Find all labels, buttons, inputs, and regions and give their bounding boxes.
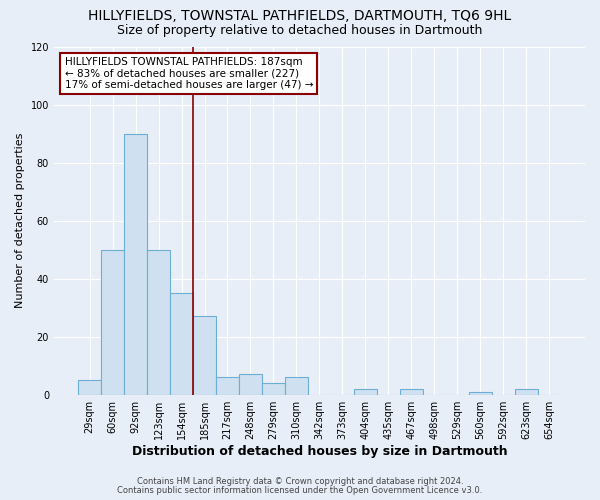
Y-axis label: Number of detached properties: Number of detached properties bbox=[15, 133, 25, 308]
Bar bbox=[193, 316, 216, 394]
Bar bbox=[354, 389, 377, 394]
Bar bbox=[262, 383, 285, 394]
Text: Contains public sector information licensed under the Open Government Licence v3: Contains public sector information licen… bbox=[118, 486, 482, 495]
Bar bbox=[239, 374, 262, 394]
Bar bbox=[400, 389, 423, 394]
Bar bbox=[124, 134, 147, 394]
Text: HILLYFIELDS TOWNSTAL PATHFIELDS: 187sqm
← 83% of detached houses are smaller (22: HILLYFIELDS TOWNSTAL PATHFIELDS: 187sqm … bbox=[65, 57, 313, 90]
Bar bbox=[469, 392, 492, 394]
X-axis label: Distribution of detached houses by size in Dartmouth: Distribution of detached houses by size … bbox=[131, 444, 507, 458]
Text: Size of property relative to detached houses in Dartmouth: Size of property relative to detached ho… bbox=[118, 24, 482, 37]
Bar bbox=[216, 378, 239, 394]
Text: HILLYFIELDS, TOWNSTAL PATHFIELDS, DARTMOUTH, TQ6 9HL: HILLYFIELDS, TOWNSTAL PATHFIELDS, DARTMO… bbox=[88, 9, 512, 23]
Bar bbox=[78, 380, 101, 394]
Bar bbox=[515, 389, 538, 394]
Bar bbox=[101, 250, 124, 394]
Bar bbox=[170, 293, 193, 394]
Bar bbox=[147, 250, 170, 394]
Text: Contains HM Land Registry data © Crown copyright and database right 2024.: Contains HM Land Registry data © Crown c… bbox=[137, 477, 463, 486]
Bar bbox=[285, 378, 308, 394]
